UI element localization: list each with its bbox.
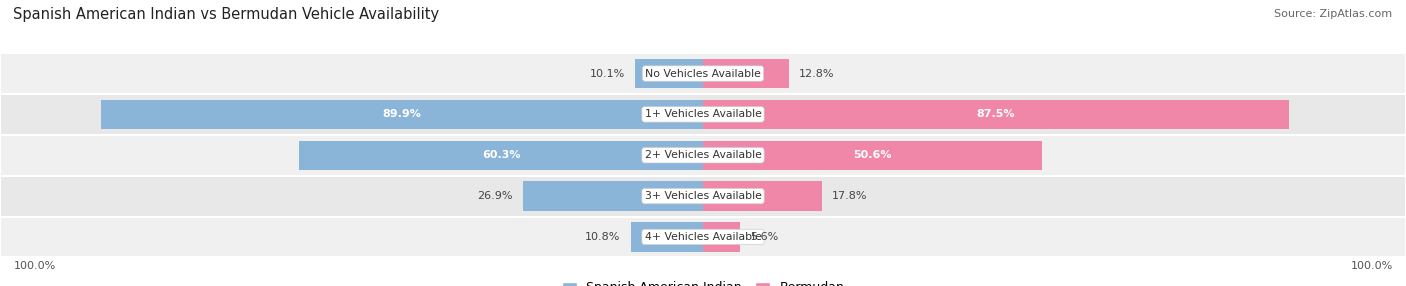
- Text: 89.9%: 89.9%: [382, 110, 422, 119]
- Bar: [703, 222, 741, 252]
- Bar: [631, 222, 703, 252]
- Text: 60.3%: 60.3%: [482, 150, 520, 160]
- Text: 12.8%: 12.8%: [799, 69, 834, 79]
- Legend: Spanish American Indian, Bermudan: Spanish American Indian, Bermudan: [561, 281, 845, 286]
- Text: 10.1%: 10.1%: [591, 69, 626, 79]
- Text: 100.0%: 100.0%: [14, 261, 56, 271]
- Bar: [0, 176, 1406, 217]
- Bar: [0, 135, 1406, 176]
- Bar: [636, 59, 703, 88]
- Bar: [0, 94, 1406, 135]
- Text: 1+ Vehicles Available: 1+ Vehicles Available: [644, 110, 762, 119]
- Text: 2+ Vehicles Available: 2+ Vehicles Available: [644, 150, 762, 160]
- Bar: [299, 140, 703, 170]
- Text: 17.8%: 17.8%: [832, 191, 868, 201]
- Bar: [0, 53, 1406, 94]
- Bar: [101, 100, 703, 129]
- Text: 100.0%: 100.0%: [1350, 261, 1392, 271]
- Text: 87.5%: 87.5%: [977, 110, 1015, 119]
- Text: Source: ZipAtlas.com: Source: ZipAtlas.com: [1274, 9, 1392, 19]
- Text: 4+ Vehicles Available: 4+ Vehicles Available: [644, 232, 762, 242]
- Text: 5.6%: 5.6%: [751, 232, 779, 242]
- Text: 50.6%: 50.6%: [853, 150, 891, 160]
- Text: Spanish American Indian vs Bermudan Vehicle Availability: Spanish American Indian vs Bermudan Vehi…: [14, 7, 440, 22]
- Text: 10.8%: 10.8%: [585, 232, 620, 242]
- Text: 26.9%: 26.9%: [478, 191, 513, 201]
- Bar: [703, 181, 823, 211]
- Text: 3+ Vehicles Available: 3+ Vehicles Available: [644, 191, 762, 201]
- Bar: [703, 100, 1289, 129]
- Bar: [523, 181, 703, 211]
- Text: No Vehicles Available: No Vehicles Available: [645, 69, 761, 79]
- Bar: [0, 217, 1406, 257]
- Bar: [703, 140, 1042, 170]
- Bar: [703, 59, 789, 88]
